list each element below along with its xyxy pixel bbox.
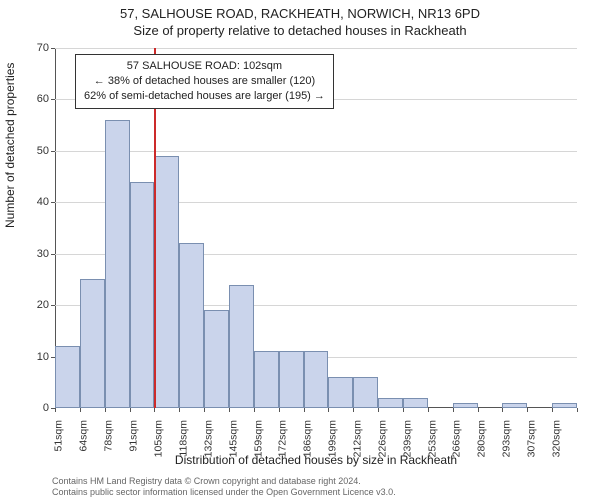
x-tick-label: 293sqm — [500, 420, 512, 457]
histogram-bar — [254, 351, 279, 408]
y-axis-title: Number of detached properties — [3, 63, 17, 228]
x-tick — [527, 408, 528, 412]
page-title: 57, SALHOUSE ROAD, RACKHEATH, NORWICH, N… — [0, 6, 600, 21]
x-tick-label: 118sqm — [177, 420, 189, 457]
histogram-bar — [55, 346, 80, 408]
histogram-bar — [403, 398, 428, 408]
x-axis-title: Distribution of detached houses by size … — [55, 453, 577, 467]
histogram-bar — [453, 403, 478, 408]
x-tick — [502, 408, 503, 412]
x-tick-label: 51sqm — [53, 420, 65, 452]
histogram-bar — [154, 156, 179, 408]
x-tick — [279, 408, 280, 412]
gridline — [55, 48, 577, 49]
title-block: 57, SALHOUSE ROAD, RACKHEATH, NORWICH, N… — [0, 0, 600, 38]
x-tick — [552, 408, 553, 412]
x-tick-label: 78sqm — [103, 420, 115, 452]
x-tick — [378, 408, 379, 412]
x-tick-label: 105sqm — [152, 420, 164, 457]
x-tick-label: 132sqm — [202, 420, 214, 457]
x-tick — [130, 408, 131, 412]
x-tick-label: 199sqm — [326, 420, 338, 457]
gridline — [55, 151, 577, 152]
x-tick — [80, 408, 81, 412]
x-tick-label: 226sqm — [376, 420, 388, 457]
credits: Contains HM Land Registry data © Crown c… — [52, 476, 396, 499]
y-tick-label: 40 — [37, 196, 55, 208]
x-tick-label: 253sqm — [426, 420, 438, 457]
x-tick — [204, 408, 205, 412]
histogram-bar — [304, 351, 329, 408]
property-size-chart: 57, SALHOUSE ROAD, RACKHEATH, NORWICH, N… — [0, 0, 600, 500]
x-tick — [55, 408, 56, 412]
x-tick-label: 64sqm — [78, 420, 90, 452]
x-tick — [328, 408, 329, 412]
histogram-bar — [229, 285, 254, 408]
plot-area: 01020304050607051sqm64sqm78sqm91sqm105sq… — [55, 48, 577, 408]
histogram-bar — [279, 351, 304, 408]
x-tick-label: 212sqm — [351, 420, 363, 457]
histogram-bar — [130, 182, 155, 408]
y-tick-label: 70 — [37, 42, 55, 54]
x-tick — [154, 408, 155, 412]
y-tick-label: 0 — [43, 402, 55, 414]
annotation-box: 57 SALHOUSE ROAD: 102sqm← 38% of detache… — [75, 54, 334, 109]
x-tick-label: 91sqm — [128, 420, 140, 452]
histogram-bar — [105, 120, 130, 408]
x-tick — [577, 408, 578, 412]
x-tick — [304, 408, 305, 412]
credit-line-2: Contains public sector information licen… — [52, 487, 396, 498]
x-tick — [478, 408, 479, 412]
histogram-bar — [179, 243, 204, 408]
histogram-bar — [378, 398, 403, 408]
x-tick — [403, 408, 404, 412]
histogram-bar — [552, 403, 577, 408]
histogram-bar — [80, 279, 105, 408]
x-tick-label: 320sqm — [550, 420, 562, 457]
x-tick-label: 186sqm — [302, 420, 314, 457]
annotation-line: 57 SALHOUSE ROAD: 102sqm — [84, 59, 325, 74]
y-tick-label: 50 — [37, 145, 55, 157]
histogram-bar — [353, 377, 378, 408]
x-tick — [453, 408, 454, 412]
annotation-line: ← 38% of detached houses are smaller (12… — [84, 74, 325, 89]
x-tick — [229, 408, 230, 412]
x-tick — [428, 408, 429, 412]
histogram-bar — [502, 403, 527, 408]
x-tick — [179, 408, 180, 412]
y-tick-label: 30 — [37, 248, 55, 260]
x-tick — [353, 408, 354, 412]
x-tick — [254, 408, 255, 412]
x-tick-label: 307sqm — [525, 420, 537, 457]
x-tick-label: 159sqm — [252, 420, 264, 457]
y-tick-label: 10 — [37, 351, 55, 363]
y-tick-label: 60 — [37, 93, 55, 105]
x-tick-label: 172sqm — [277, 420, 289, 457]
histogram-bar — [328, 377, 353, 408]
x-tick-label: 266sqm — [451, 420, 463, 457]
credit-line-1: Contains HM Land Registry data © Crown c… — [52, 476, 396, 487]
histogram-bar — [204, 310, 229, 408]
x-tick-label: 280sqm — [476, 420, 488, 457]
x-tick-label: 145sqm — [227, 420, 239, 457]
page-subtitle: Size of property relative to detached ho… — [0, 23, 600, 38]
x-tick — [105, 408, 106, 412]
annotation-line: 62% of semi-detached houses are larger (… — [84, 89, 325, 104]
x-tick-label: 239sqm — [401, 420, 413, 457]
y-tick-label: 20 — [37, 299, 55, 311]
